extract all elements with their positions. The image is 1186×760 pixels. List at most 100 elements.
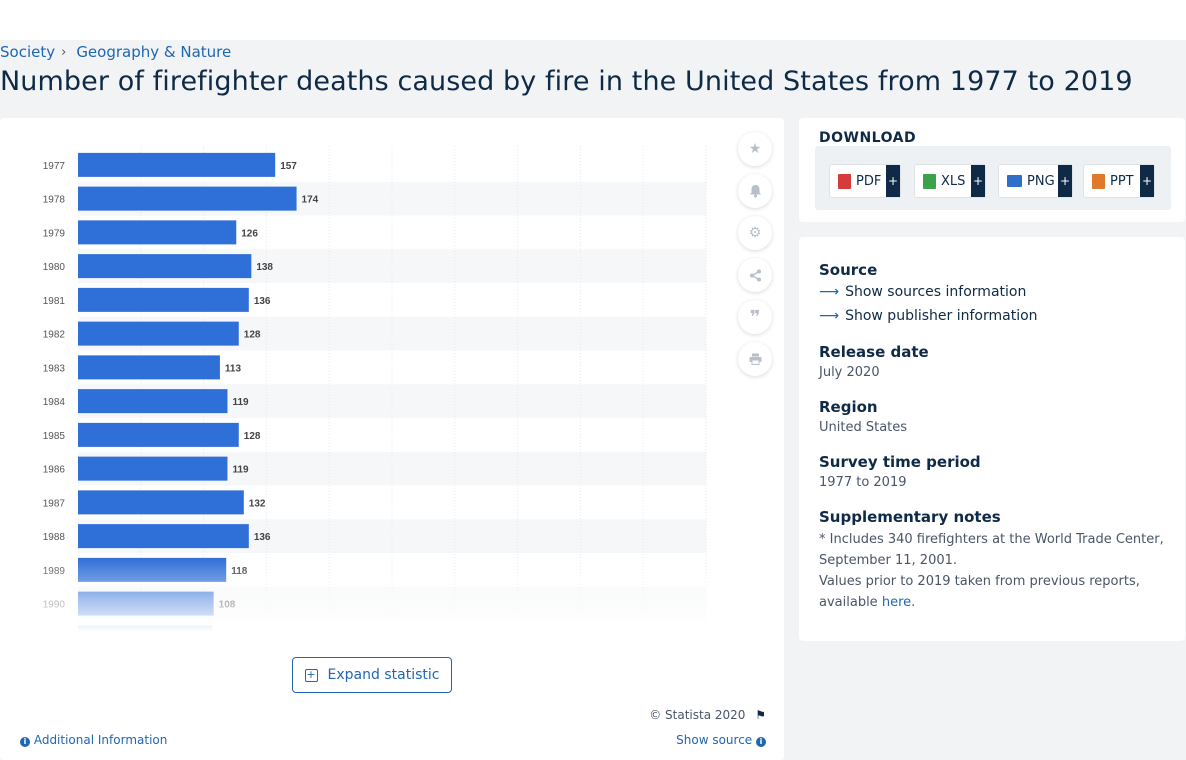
show-sources-link[interactable]: ⟶ Show sources information	[819, 284, 1026, 300]
source-heading: Source	[819, 261, 878, 279]
supplementary-notes-heading: Supplementary notes	[819, 508, 1001, 526]
release-date-value: July 2020	[819, 365, 880, 380]
data-label: 126	[241, 228, 258, 239]
y-tick-label: 1988	[43, 532, 66, 543]
y-tick-label: 1979	[43, 228, 66, 239]
page-title: Number of firefighter deaths caused by f…	[0, 66, 1133, 97]
bar	[78, 152, 276, 177]
bar	[78, 355, 220, 380]
chart-card: 1977 157 1978 174 1979 126 1980 138 1981 136 1982 1…	[0, 118, 784, 760]
y-tick-label: 1980	[43, 262, 66, 273]
y-tick-label: 1977	[43, 161, 66, 172]
download-pdf-label: PDF	[856, 173, 882, 189]
survey-period-heading: Survey time period	[819, 453, 981, 471]
show-source-link[interactable]: Show source i	[676, 733, 766, 747]
info-icon: i	[756, 737, 766, 747]
info-icon: i	[20, 737, 30, 747]
supplementary-note-2-text: Values prior to 2019 taken from previous…	[819, 574, 1140, 610]
release-date-heading: Release date	[819, 343, 929, 361]
star-icon[interactable]: ★	[738, 132, 772, 166]
region-heading: Region	[819, 398, 878, 416]
y-tick-label: 1982	[43, 330, 66, 341]
y-tick-label: 1985	[43, 431, 66, 442]
data-label: 128	[244, 431, 261, 442]
download-title: DOWNLOAD	[819, 130, 917, 146]
bar	[78, 220, 237, 245]
plus-icon: +	[1058, 165, 1072, 197]
gear-icon[interactable]: ⚙	[738, 216, 772, 250]
bar	[78, 321, 239, 346]
share-icon[interactable]	[738, 258, 772, 292]
download-png-label: PNG	[1027, 173, 1055, 189]
download-card: DOWNLOAD PDF + XLS + PNG + PPT +	[799, 118, 1185, 222]
statistic-info-card: Source ⟶ Show sources information ⟶ Show p…	[799, 237, 1185, 641]
bar	[78, 254, 252, 279]
y-tick-label: 1984	[43, 397, 66, 408]
flag-icon[interactable]: ⚑	[755, 708, 766, 722]
bar	[78, 490, 244, 515]
expand-statistic-label: Expand statistic	[327, 667, 440, 683]
top-bar	[0, 0, 1186, 40]
bar	[78, 389, 228, 414]
chart-fade-overlay	[0, 558, 720, 632]
bar	[78, 186, 297, 211]
plus-icon: +	[971, 165, 985, 197]
png-file-icon	[1007, 175, 1022, 187]
arrow-right-icon: ⟶	[819, 284, 840, 300]
data-label: 113	[225, 363, 242, 374]
download-png-button[interactable]: PNG +	[998, 164, 1073, 198]
survey-period-value: 1977 to 2019	[819, 475, 907, 490]
bar	[78, 422, 239, 447]
plus-icon: +	[886, 165, 900, 197]
here-link[interactable]: here.	[881, 595, 916, 610]
show-publisher-link[interactable]: ⟶ Show publisher information	[819, 308, 1038, 324]
print-icon[interactable]	[738, 342, 772, 376]
data-label: 157	[280, 161, 297, 172]
plus-icon: +	[1140, 165, 1154, 197]
chart-area: 1977 157 1978 174 1979 126 1980 138 1981 136 1982 1…	[0, 146, 720, 632]
xls-file-icon	[923, 173, 936, 189]
data-label: 132	[249, 498, 266, 509]
additional-information-link[interactable]: i Additional Information	[20, 733, 167, 747]
pdf-file-icon	[838, 173, 851, 189]
y-tick-label: 1986	[43, 465, 66, 476]
data-label: 136	[254, 532, 271, 543]
bell-icon[interactable]	[738, 174, 772, 208]
supplementary-note-2: Values prior to 2019 taken from previous…	[819, 571, 1169, 613]
data-label: 138	[256, 262, 273, 273]
y-tick-label: 1981	[43, 296, 66, 307]
download-pdf-button[interactable]: PDF +	[829, 164, 901, 198]
y-tick-label: 1978	[43, 195, 66, 206]
show-sources-label: Show sources information	[845, 284, 1027, 300]
download-xls-label: XLS	[941, 173, 966, 189]
data-label: 174	[302, 195, 319, 206]
arrow-right-icon: ⟶	[819, 308, 840, 324]
chevron-right-icon: ›	[61, 44, 67, 60]
bar	[78, 287, 249, 312]
bar-chart: 1977 157 1978 174 1979 126 1980 138 1981 136 1982 1…	[43, 146, 707, 632]
breadcrumb: Society › Geography & Nature	[0, 43, 231, 61]
breadcrumb-society[interactable]: Society	[0, 43, 56, 61]
data-label: 119	[232, 397, 249, 408]
bar	[78, 524, 249, 549]
supplementary-note-1: * Includes 340 firefighters at the World…	[819, 532, 1164, 568]
data-label: 119	[232, 465, 249, 476]
download-ppt-button[interactable]: PPT +	[1083, 164, 1155, 198]
quote-icon[interactable]: ❞	[738, 300, 772, 334]
expand-statistic-button[interactable]: + Expand statistic	[292, 657, 452, 693]
data-label: 128	[244, 330, 261, 341]
bar	[78, 456, 228, 481]
y-tick-label: 1987	[43, 498, 66, 509]
copyright: © Statista 2020 ⚑	[649, 708, 766, 722]
chart-toolbar: ★ ⚙ ❞	[738, 132, 772, 384]
download-xls-button[interactable]: XLS +	[914, 164, 986, 198]
copyright-text: © Statista 2020	[649, 708, 746, 722]
download-row: PDF + XLS + PNG + PPT +	[815, 146, 1171, 210]
supplementary-notes: * Includes 340 firefighters at the World…	[819, 529, 1169, 613]
breadcrumb-geography-nature[interactable]: Geography & Nature	[76, 43, 232, 61]
expand-icon: +	[304, 667, 318, 682]
ppt-file-icon	[1092, 173, 1105, 189]
show-publisher-label: Show publisher information	[845, 308, 1038, 324]
show-source-label: Show source	[676, 733, 753, 747]
download-ppt-label: PPT	[1110, 173, 1134, 189]
